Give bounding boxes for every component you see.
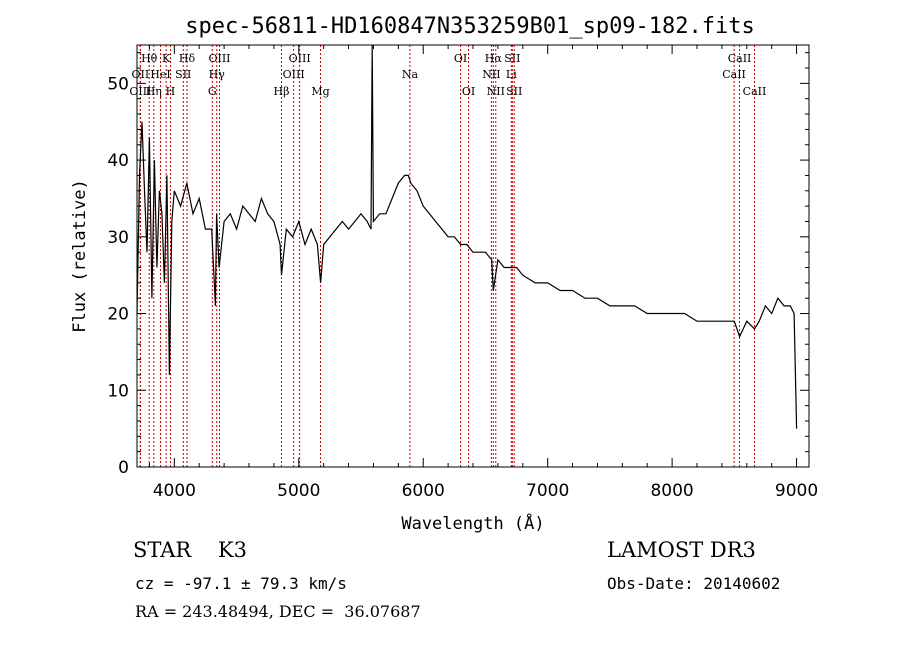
line-label: SII (175, 68, 191, 81)
line-label: CaII (743, 85, 767, 98)
line-label: Mg (311, 85, 329, 98)
x-axis-label: Wavelength (Å) (401, 512, 544, 534)
line-label: OIII (129, 85, 151, 98)
line-label: OI (462, 85, 475, 98)
y-tick-label: 0 (118, 458, 129, 478)
object-class: STAR K3 (133, 538, 247, 562)
line-label: NII (487, 85, 505, 98)
line-label: Hγ (209, 68, 226, 81)
x-tick-label: 7000 (526, 481, 569, 501)
line-label: K (162, 52, 171, 65)
y-tick-label: 30 (107, 228, 129, 248)
line-label: H (166, 85, 176, 98)
y-tick-label: 40 (107, 151, 129, 171)
observation-date: Obs-Date: 20140602 (607, 574, 781, 593)
line-label: Na (402, 68, 419, 81)
line-label: G (208, 85, 217, 98)
line-label: OII (132, 68, 150, 81)
y-axis: 0 10 20 30 40 50 (107, 52, 809, 478)
line-label: CaII (722, 68, 746, 81)
line-label: Hθ (141, 52, 158, 65)
line-label: OIII (283, 68, 305, 81)
spectral-line-labels: Hθ OII OIII K HeI Hη Hδ SII H OIII Hγ G OIII OIII Hβ Mg… (129, 52, 766, 98)
x-tick-label: 5000 (277, 481, 320, 501)
y-tick-label: 10 (107, 381, 129, 401)
x-axis: 4000 5000 6000 7000 8000 9000 (148, 45, 818, 501)
line-label: CaII (728, 52, 752, 65)
x-tick-label: 9000 (775, 481, 818, 501)
line-label: Hα (485, 52, 503, 65)
spectral-line-markers (139, 45, 755, 467)
line-label: HeI (150, 68, 170, 81)
line-label: SII (506, 85, 522, 98)
y-tick-label: 20 (107, 305, 129, 325)
line-label: OIII (208, 52, 230, 65)
survey-name: LAMOST DR3 (607, 538, 756, 562)
line-label: Hδ (179, 52, 196, 65)
x-tick-label: 8000 (650, 481, 693, 501)
coordinates-info: RA = 243.48494, DEC = 36.07687 (135, 602, 421, 621)
x-tick-label: 6000 (402, 481, 445, 501)
spectrum-line (136, 44, 798, 429)
y-axis-label: Flux (relative) (70, 179, 90, 333)
line-label: Hβ (274, 85, 290, 98)
y-tick-label: 50 (107, 74, 129, 94)
redshift-info: cz = -97.1 ± 79.3 km/s (135, 574, 347, 593)
plot-frame (136, 44, 810, 468)
line-label: NII (482, 68, 500, 81)
x-tick-label: 4000 (153, 481, 196, 501)
line-label: OI (454, 52, 467, 65)
line-label: SII (504, 52, 520, 65)
line-label: OIII (289, 52, 311, 65)
chart-title: spec-56811-HD160847N353259B01_sp09-182.f… (185, 14, 755, 39)
line-label: Li (506, 68, 517, 81)
line-label: Hη (146, 85, 162, 98)
